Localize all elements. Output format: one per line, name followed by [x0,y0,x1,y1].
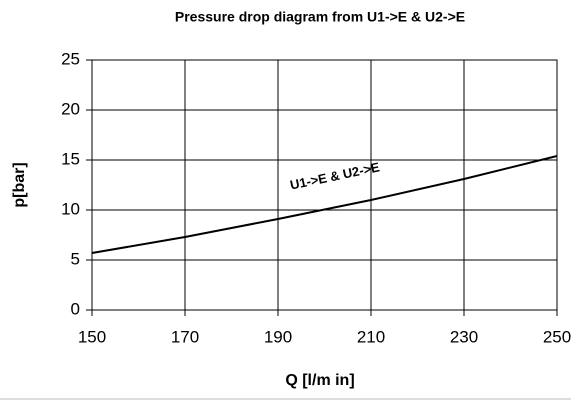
x-tick-label: 230 [450,327,478,346]
y-axis-label: p[bar] [11,162,28,207]
data-line [91,155,558,254]
y-tick-label: 5 [71,249,80,268]
y-tick-label: 10 [61,199,80,218]
x-tick-label: 170 [171,327,199,346]
x-tick-label: 250 [543,327,571,346]
annotation: U1->E & U2->E [289,159,381,192]
x-tick-label: 190 [264,327,292,346]
x-tick-label: 210 [357,327,385,346]
x-tick-label: 150 [78,327,106,346]
y-tick-label: 20 [61,99,80,118]
y-tick-label: 25 [61,49,80,68]
y-tick-label: 15 [61,149,80,168]
x-axis-label: Q [l/m in] [285,372,354,389]
y-tick-label: 0 [71,299,80,318]
plot-frame [91,59,558,311]
chart-title: Pressure drop diagram from U1->E & U2->E [175,9,465,25]
